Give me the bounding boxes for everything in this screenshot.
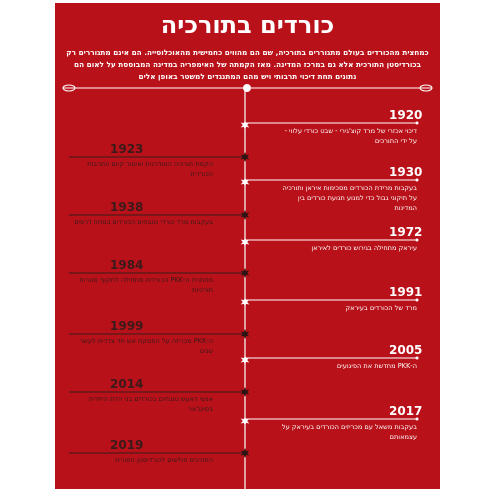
star-marker [240,297,250,307]
event-dot [415,238,419,242]
event-text: דיכוי אכזרי של מרד קוצ'גירי - שבט כורדי … [284,127,417,145]
crescent [144,203,149,213]
event-year: 2014 [110,377,144,391]
event-text: התורכים פולשים לכורדיסטן הסורית [114,456,213,464]
event-year: 2017 [389,404,423,418]
crescent [144,322,149,332]
event-text: עיראק מתחילה בגירוש כורדים לאיראן [311,244,417,252]
crescent [380,228,385,238]
crescent [380,407,385,417]
event-dot [415,178,419,182]
ornament [419,84,433,92]
event-text: אנשי דאעש טובחים בכורדים בני הדת היזידית… [89,395,213,413]
star-marker [240,152,250,162]
event-year: 1920 [389,108,423,122]
ornament [243,84,251,92]
crescent [380,111,385,121]
star-marker [240,387,250,397]
star-marker [240,448,250,458]
event-year: 2005 [389,343,423,357]
crescent [380,288,385,298]
event-text: מחתרת ה-PKK הכורדית מתחילה לתקוף מטרות ת… [79,276,213,294]
star-marker [240,237,250,247]
star-marker [240,329,250,339]
title: כורדים בתורכיה [160,11,335,39]
event-text: ה-PKK מכריזה על הפסקת אש חד צדדית לעשר ש… [79,337,213,355]
event-text: מרד של הכורדים בעיראק [345,304,418,312]
event-text: בעקבות מרד כורדי נטבחים הכורדים במחוז דר… [74,218,213,226]
event-dot [415,121,419,125]
event-year: 1999 [110,319,144,333]
star-marker [240,177,250,187]
ornament [62,84,76,92]
event-year: 1972 [389,225,423,239]
event-year: 1923 [110,142,144,156]
star-marker [240,268,250,278]
event-year: 2019 [110,438,144,452]
star-marker [240,120,250,130]
event-text: בעקבות משאל עם מכריזים הכורדים בעיראק על… [281,423,417,441]
star-marker [240,416,250,426]
crescent [144,145,149,155]
event-dot [415,417,419,421]
star-marker [240,210,250,220]
crescent [144,441,149,451]
event-year: 1930 [389,165,423,179]
star-marker [240,355,250,365]
timeline [62,84,433,489]
event-text: בעקבות מרידת הכורדים מסכימות איראן ותורכ… [282,184,417,212]
crescent [380,168,385,178]
event-year: 1991 [389,285,423,299]
panel: כורדים בתורכיה כמחצית מהכורדים בעולם מתג… [55,3,440,489]
event-text: הקמת תורכיה המודרנית ואיסור קיום התרבות … [87,160,213,178]
crescent [144,380,149,390]
event-year: 1984 [110,258,144,272]
event-text: ה-PKK מחדשת את הפיגועים [336,362,417,370]
event-dot [415,356,419,360]
crescent [380,346,385,356]
crescent [144,261,149,271]
event-year: 1938 [110,200,144,214]
intro: כמחצית מהכורדים בעולם מתגוררים בתורכיה, … [66,48,429,81]
event-dot [415,298,419,302]
